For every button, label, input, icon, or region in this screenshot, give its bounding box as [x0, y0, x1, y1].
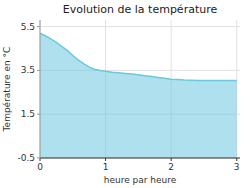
- line: [40, 33, 237, 80]
- x-tick-label: 1: [103, 162, 109, 172]
- x-axis-label: heure par heure: [104, 175, 177, 185]
- plot-area: [40, 33, 237, 158]
- x-tick-label: 0: [37, 162, 43, 172]
- y-tick: [37, 26, 40, 27]
- x-grid-line: [40, 20, 41, 158]
- y-axis-line: [40, 20, 41, 158]
- y-tick-label: 1.5: [21, 109, 35, 119]
- x-tick-label: 3: [234, 162, 240, 172]
- y-tick-label: 3.5: [21, 65, 35, 75]
- x-tick: [236, 158, 237, 161]
- area: [40, 33, 237, 158]
- x-axis-line: [40, 158, 240, 159]
- y-tick: [37, 158, 40, 159]
- y-tick-label: 5.5: [21, 22, 35, 32]
- y-tick-label: -0.5: [17, 153, 35, 163]
- chart: 0 1 2 3 -0.5 1.5 3.5 5.5 Evolution de la tempéra…: [0, 0, 250, 188]
- x-tick: [171, 158, 172, 161]
- x-tick: [105, 158, 106, 161]
- y-grid-line: [40, 26, 240, 27]
- y-tick: [37, 70, 40, 71]
- y-axis-label: Température en °C: [2, 47, 12, 133]
- x-tick-label: 2: [168, 162, 174, 172]
- title: Evolution de la température: [63, 3, 218, 16]
- y-grid-line: [40, 158, 240, 159]
- y-tick: [37, 114, 40, 115]
